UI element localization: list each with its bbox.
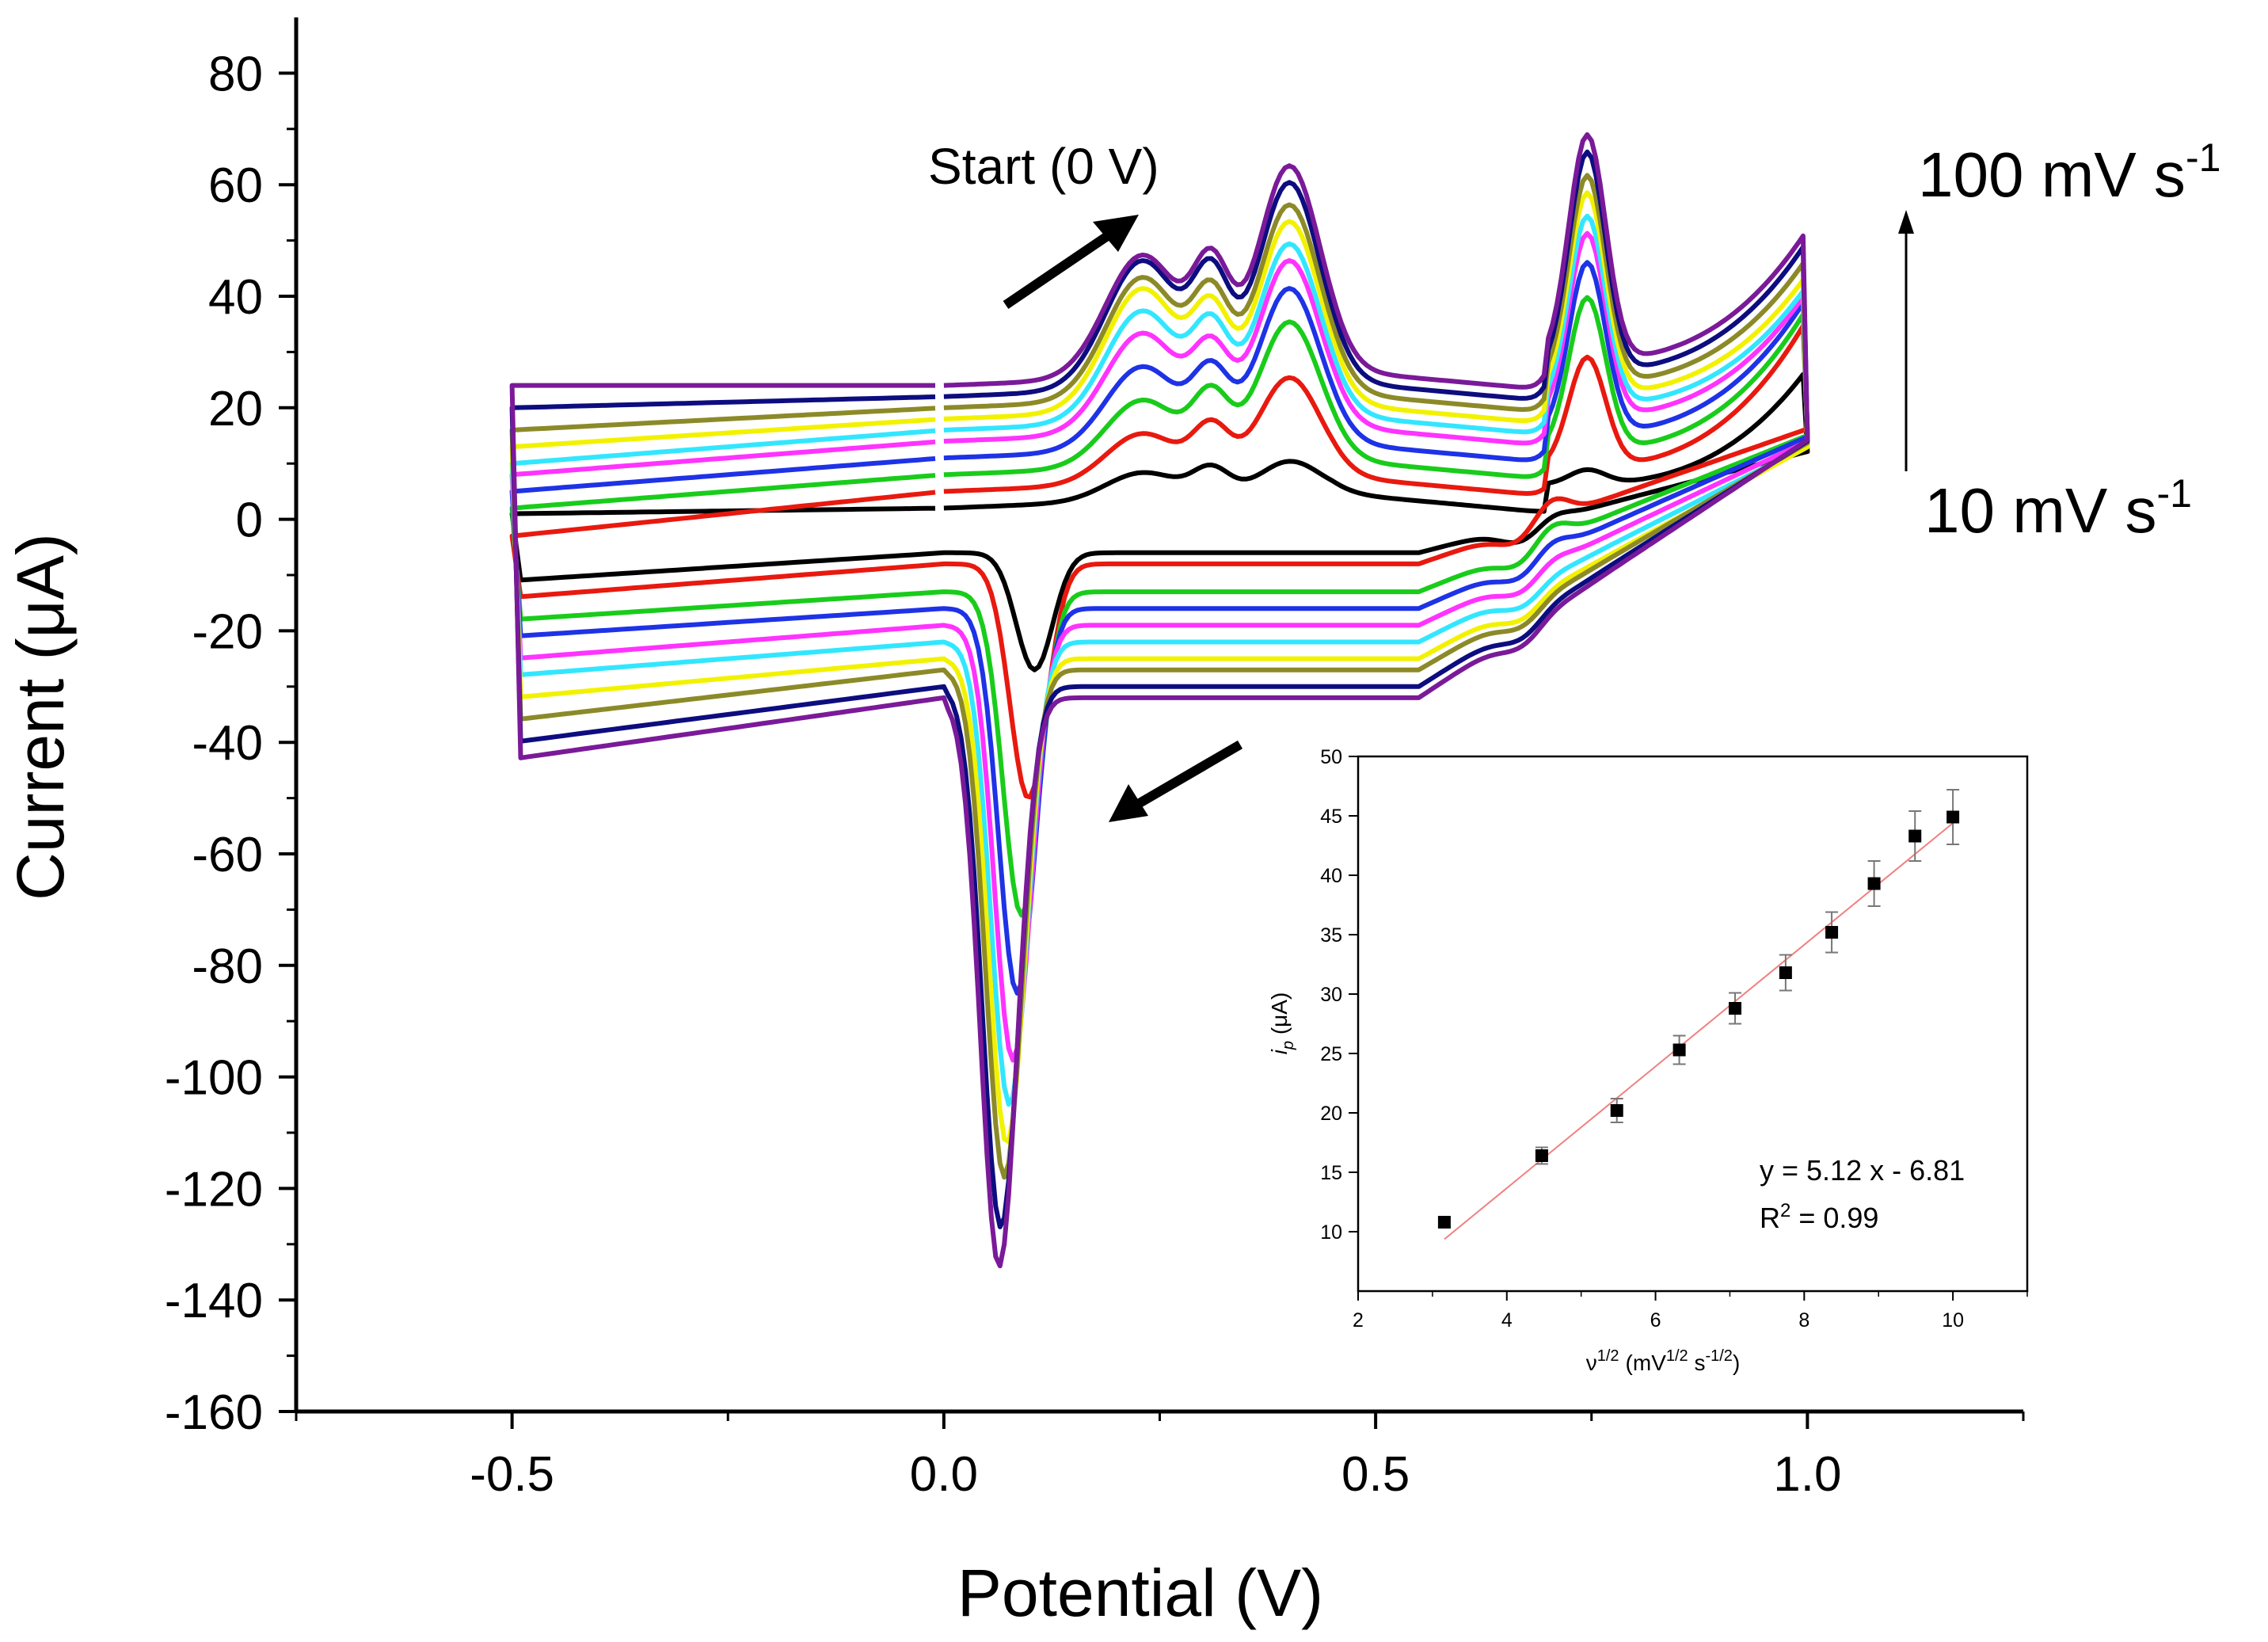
reverse-arrowhead-icon bbox=[1109, 784, 1148, 822]
inset-data-point bbox=[1867, 877, 1881, 890]
inset-y-tick-label: 50 bbox=[1320, 746, 1342, 768]
y-tick-label: 40 bbox=[208, 270, 263, 325]
inset-data-point bbox=[1535, 1149, 1548, 1162]
inset-data-point bbox=[1946, 810, 1960, 824]
cv-curve bbox=[509, 230, 1810, 1063]
scan-rate-high-label: 100 mV s-1 bbox=[1918, 135, 2220, 210]
cv-curve bbox=[509, 323, 1810, 800]
inset-data-point bbox=[1610, 1104, 1623, 1117]
y-tick-label: -20 bbox=[192, 604, 263, 659]
y-tick-label: -120 bbox=[165, 1162, 263, 1217]
inset-ticks: 2 4 6 8 10 10 15 20 25 30 35 40 45 50 bbox=[1320, 746, 2028, 1332]
start-arrowhead-icon bbox=[1093, 215, 1139, 252]
inset-x-tick-label: 10 bbox=[1942, 1309, 1964, 1332]
x-tick-label: 1.0 bbox=[1773, 1447, 1841, 1502]
y-tick-label: -140 bbox=[165, 1274, 263, 1328]
y-tick-label: 60 bbox=[208, 158, 263, 213]
inset-x-tick-label: 4 bbox=[1501, 1309, 1513, 1332]
cv-curve bbox=[509, 149, 1810, 1229]
scan-rate-arrowhead-icon bbox=[1898, 210, 1914, 234]
cv-curve bbox=[509, 371, 1810, 672]
inset-data-point bbox=[1908, 829, 1922, 843]
inset-y-tick-label: 35 bbox=[1320, 924, 1342, 947]
inset-y-tick-label: 10 bbox=[1320, 1221, 1342, 1244]
y-tick-label: -80 bbox=[192, 939, 263, 994]
reverse-arrow-icon bbox=[1121, 740, 1243, 817]
inset-data-point bbox=[1437, 1216, 1451, 1229]
cv-curve bbox=[509, 295, 1810, 918]
cv-curve bbox=[509, 213, 1810, 1107]
scan-rate-low-label: 10 mV s-1 bbox=[1924, 471, 2192, 546]
x-axis-title: Potential (V) bbox=[957, 1556, 1323, 1630]
y-tick-label: 0 bbox=[236, 493, 263, 548]
y-tick-label: 80 bbox=[208, 47, 263, 101]
y-tick-label: -60 bbox=[192, 828, 263, 882]
inset-data-point bbox=[1825, 926, 1839, 939]
start-label: Start (0 V) bbox=[928, 138, 1159, 195]
x-tick-label: 0.5 bbox=[1341, 1447, 1410, 1502]
inset-y-tick-label: 25 bbox=[1320, 1043, 1342, 1065]
inset-y-tick-label: 40 bbox=[1320, 865, 1342, 887]
cv-curves bbox=[509, 132, 1810, 1269]
y-tick-label: -100 bbox=[165, 1051, 263, 1106]
y-axis-title: Current (μA) bbox=[3, 533, 78, 901]
inset-y-tick-label: 20 bbox=[1320, 1103, 1342, 1125]
inset-data-point bbox=[1729, 1002, 1742, 1015]
cv-curve bbox=[509, 173, 1810, 1180]
inset-data-point bbox=[1672, 1043, 1686, 1057]
x-axis-ticks: -0.5 0.0 0.5 1.0 bbox=[295, 1412, 2025, 1502]
x-tick-label: 0.0 bbox=[910, 1447, 978, 1502]
x-tick-label: -0.5 bbox=[470, 1447, 554, 1502]
inset-r2: R2 = 0.99 bbox=[1760, 1200, 1878, 1234]
inset-y-title: ip (μA) bbox=[1267, 992, 1297, 1055]
inset-chart: 2 4 6 8 10 10 15 20 25 30 35 40 45 50 y = 5.12 x - 6.… bbox=[1267, 746, 2029, 1375]
cv-curve bbox=[509, 260, 1810, 996]
y-tick-label: -160 bbox=[165, 1385, 263, 1440]
y-tick-label: -40 bbox=[192, 716, 263, 771]
y-axis-ticks: -160 -140 -120 -100 -80 -60 -40 -20 0 20 40 60 80 bbox=[165, 47, 296, 1440]
inset-equation: y = 5.12 x - 6.81 bbox=[1760, 1154, 1965, 1187]
inset-fit-line bbox=[1444, 822, 1954, 1240]
inset-data-point bbox=[1779, 966, 1792, 979]
cv-curve bbox=[509, 190, 1810, 1145]
inset-points bbox=[1437, 789, 1960, 1229]
y-tick-label: 20 bbox=[208, 382, 263, 436]
cv-curve bbox=[509, 132, 1810, 1269]
inset-x-tick-label: 2 bbox=[1353, 1309, 1364, 1332]
inset-y-tick-label: 15 bbox=[1320, 1162, 1342, 1184]
inset-y-tick-label: 45 bbox=[1320, 806, 1342, 828]
inset-x-tick-label: 6 bbox=[1650, 1309, 1661, 1332]
inset-x-tick-label: 8 bbox=[1798, 1309, 1809, 1332]
inset-x-title: ν1/2 (mV1/2 s-1/2) bbox=[1586, 1347, 1741, 1375]
inset-frame bbox=[1357, 755, 2029, 1293]
inset-y-tick-label: 30 bbox=[1320, 984, 1342, 1006]
